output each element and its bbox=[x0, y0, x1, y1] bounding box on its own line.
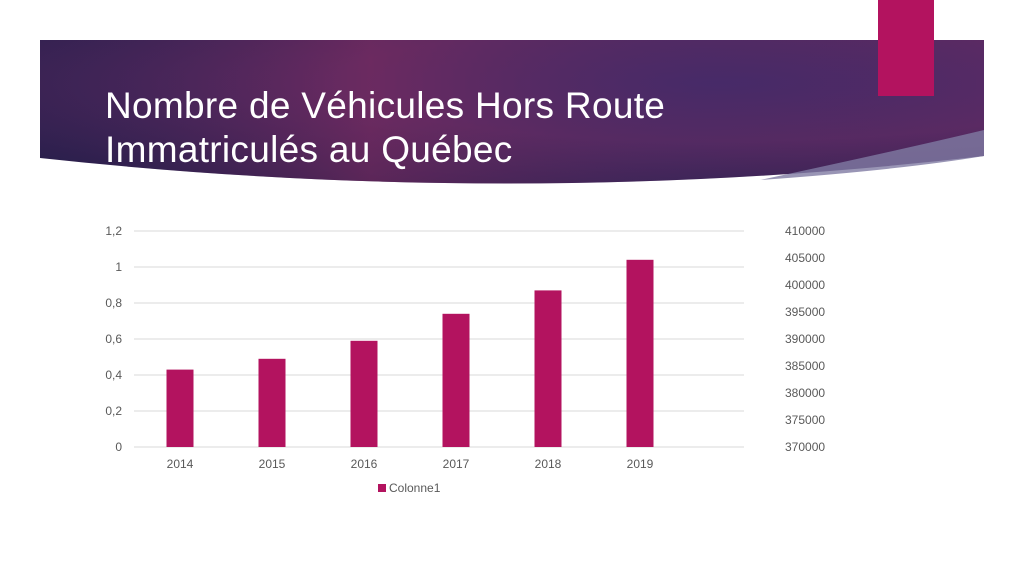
legend-label: Colonne1 bbox=[389, 481, 441, 495]
x-axis-ticks: 2014 2015 2016 2017 2018 2019 bbox=[167, 457, 654, 471]
header-band bbox=[40, 40, 984, 184]
bar-2016 bbox=[350, 340, 378, 447]
y-axis-ticks: 0 0,2 0,4 0,6 0,8 1 1,2 bbox=[105, 224, 122, 454]
accent-tab bbox=[878, 0, 934, 96]
y-tick-label: 0,4 bbox=[105, 368, 122, 382]
y-tick-label: 0,6 bbox=[105, 332, 122, 346]
bar-2015 bbox=[258, 358, 286, 447]
bar-2019 bbox=[626, 259, 654, 447]
x-tick-label: 2017 bbox=[443, 457, 470, 471]
title-line-2: Immatriculés au Québec bbox=[105, 129, 513, 170]
x-tick-label: 2014 bbox=[167, 457, 194, 471]
y2-tick-label: 385000 bbox=[785, 359, 825, 373]
x-tick-label: 2019 bbox=[627, 457, 654, 471]
bars bbox=[166, 259, 654, 447]
y2-tick-label: 395000 bbox=[785, 305, 825, 319]
y2-tick-label: 390000 bbox=[785, 332, 825, 346]
y2-tick-label: 380000 bbox=[785, 386, 825, 400]
x-tick-label: 2016 bbox=[351, 457, 378, 471]
slide-title: Nombre de Véhicules Hors Route Immatricu… bbox=[105, 84, 865, 172]
y-tick-label: 0,8 bbox=[105, 296, 122, 310]
y2-axis-ticks: 370000 375000 380000 385000 390000 395000 4000… bbox=[785, 224, 825, 454]
y-tick-label: 1 bbox=[115, 260, 122, 274]
title-line-1: Nombre de Véhicules Hors Route bbox=[105, 85, 666, 126]
bar-2017 bbox=[442, 313, 470, 447]
bar-2014 bbox=[166, 369, 194, 447]
y-tick-label: 0 bbox=[115, 440, 122, 454]
y2-tick-label: 410000 bbox=[785, 224, 825, 238]
y2-tick-label: 375000 bbox=[785, 413, 825, 427]
x-tick-label: 2018 bbox=[535, 457, 562, 471]
y2-tick-label: 400000 bbox=[785, 278, 825, 292]
y-tick-label: 0,2 bbox=[105, 404, 122, 418]
legend: Colonne1 bbox=[378, 481, 440, 495]
x-tick-label: 2015 bbox=[259, 457, 286, 471]
legend-swatch bbox=[378, 484, 386, 492]
bar-2018 bbox=[534, 290, 562, 447]
y-tick-label: 1,2 bbox=[105, 224, 122, 238]
y2-tick-label: 370000 bbox=[785, 440, 825, 454]
y2-tick-label: 405000 bbox=[785, 251, 825, 265]
